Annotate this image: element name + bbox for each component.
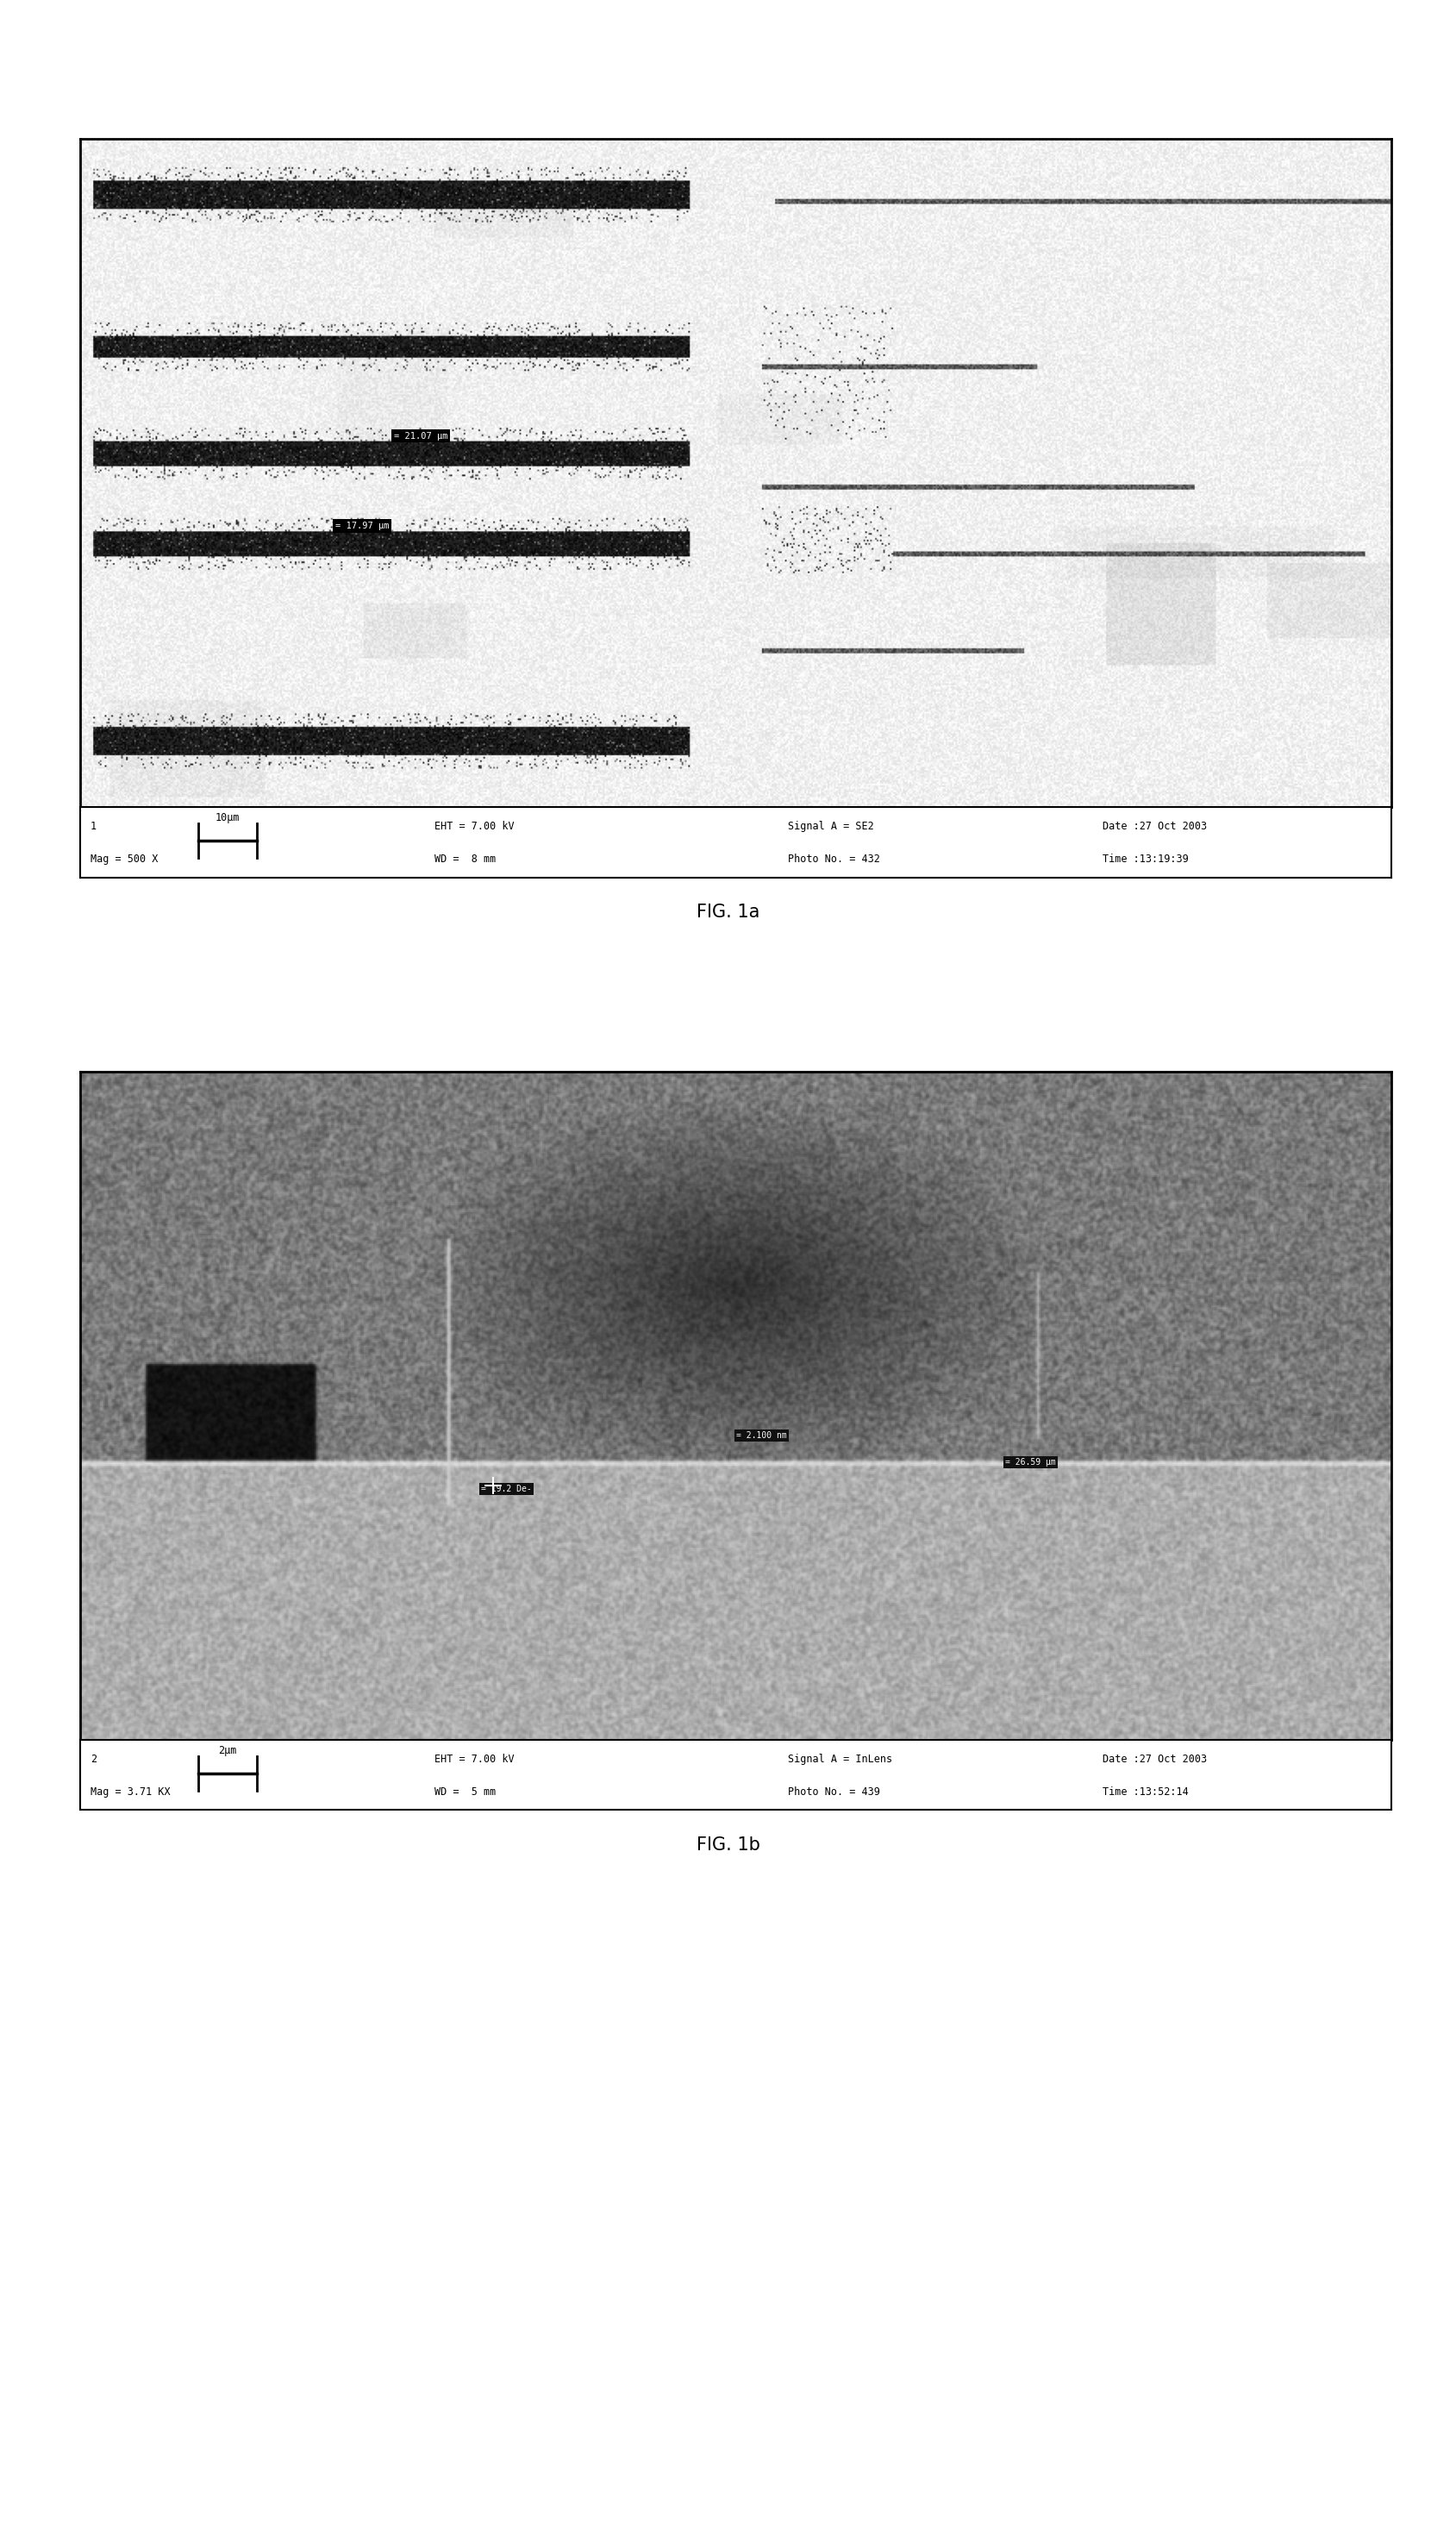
Text: Time :13:19:39: Time :13:19:39 — [1102, 855, 1188, 865]
Text: EHT = 7.00 kV: EHT = 7.00 kV — [434, 822, 514, 832]
Text: Time :13:52:14: Time :13:52:14 — [1102, 1787, 1188, 1797]
Text: Mag = 3.71 KX: Mag = 3.71 KX — [90, 1787, 170, 1797]
Text: Date :27 Oct 2003: Date :27 Oct 2003 — [1102, 1755, 1207, 1765]
Text: Signal A = InLens: Signal A = InLens — [788, 1755, 893, 1765]
Text: 2μm: 2μm — [218, 1745, 237, 1757]
Text: WD =  8 mm: WD = 8 mm — [434, 855, 495, 865]
Text: FIG. 1a: FIG. 1a — [696, 905, 760, 920]
Text: 10μm: 10μm — [215, 812, 240, 824]
Text: Signal A = SE2: Signal A = SE2 — [788, 822, 874, 832]
Text: = 17.97 μm: = 17.97 μm — [335, 522, 389, 529]
Text: Photo No. = 439: Photo No. = 439 — [788, 1787, 879, 1797]
Text: = 19.2 De-: = 19.2 De- — [480, 1485, 531, 1492]
Text: = 2.100 nm: = 2.100 nm — [737, 1432, 786, 1439]
Text: FIG. 1b: FIG. 1b — [696, 1838, 760, 1853]
Text: = 21.07 μm: = 21.07 μm — [395, 431, 447, 441]
Text: 1: 1 — [90, 822, 96, 832]
Text: = 26.59 μm: = 26.59 μm — [1005, 1457, 1056, 1467]
Text: EHT = 7.00 kV: EHT = 7.00 kV — [434, 1755, 514, 1765]
Text: Date :27 Oct 2003: Date :27 Oct 2003 — [1102, 822, 1207, 832]
Text: WD =  5 mm: WD = 5 mm — [434, 1787, 495, 1797]
Text: Photo No. = 432: Photo No. = 432 — [788, 855, 879, 865]
Text: Mag = 500 X: Mag = 500 X — [90, 855, 159, 865]
Text: 2: 2 — [90, 1755, 96, 1765]
